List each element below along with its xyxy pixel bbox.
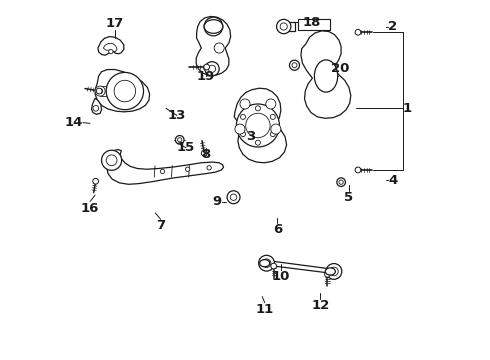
Text: 4: 4 (389, 174, 398, 186)
Text: 2: 2 (389, 20, 397, 33)
Circle shape (270, 114, 275, 120)
Circle shape (266, 99, 276, 109)
Polygon shape (98, 37, 124, 55)
Text: 9: 9 (213, 195, 221, 208)
Text: 17: 17 (106, 17, 124, 30)
Text: 19: 19 (196, 69, 215, 82)
Circle shape (276, 19, 291, 34)
Circle shape (236, 104, 279, 147)
Circle shape (175, 135, 184, 144)
Polygon shape (234, 88, 287, 163)
Ellipse shape (204, 20, 223, 33)
Circle shape (230, 194, 237, 201)
Polygon shape (103, 43, 117, 51)
Text: 11: 11 (256, 303, 274, 316)
Polygon shape (196, 17, 231, 75)
Circle shape (97, 88, 102, 94)
Circle shape (208, 65, 216, 72)
Text: 13: 13 (168, 109, 186, 122)
Circle shape (227, 191, 240, 204)
Text: 6: 6 (272, 223, 282, 236)
Polygon shape (107, 149, 223, 184)
Circle shape (240, 99, 250, 109)
Circle shape (262, 259, 271, 267)
Circle shape (259, 255, 274, 271)
Circle shape (106, 155, 117, 166)
Circle shape (214, 43, 224, 53)
Circle shape (235, 124, 245, 134)
Circle shape (271, 263, 276, 269)
Circle shape (205, 62, 219, 76)
Circle shape (241, 114, 245, 120)
Circle shape (261, 132, 270, 140)
Text: 12: 12 (311, 299, 329, 312)
Ellipse shape (260, 260, 270, 267)
Text: 20: 20 (331, 62, 349, 75)
Circle shape (263, 134, 267, 138)
Text: 7: 7 (156, 220, 165, 233)
Circle shape (292, 63, 297, 68)
Circle shape (330, 267, 338, 276)
Text: 10: 10 (271, 270, 290, 283)
Text: 16: 16 (81, 202, 99, 215)
Polygon shape (279, 22, 295, 31)
Circle shape (98, 89, 102, 94)
Circle shape (280, 23, 287, 30)
Polygon shape (92, 98, 101, 114)
Circle shape (204, 64, 210, 70)
Circle shape (339, 180, 343, 184)
Circle shape (255, 106, 260, 111)
Ellipse shape (325, 268, 335, 275)
Circle shape (101, 150, 122, 170)
Polygon shape (301, 31, 351, 118)
Circle shape (208, 22, 219, 32)
Circle shape (109, 49, 113, 54)
Circle shape (186, 167, 190, 171)
Circle shape (204, 17, 223, 36)
Ellipse shape (315, 60, 338, 92)
Circle shape (241, 132, 245, 136)
Circle shape (106, 72, 144, 110)
Circle shape (93, 179, 98, 184)
Circle shape (271, 124, 281, 134)
Circle shape (255, 140, 260, 145)
Circle shape (95, 86, 105, 96)
Text: 18: 18 (302, 16, 321, 29)
Circle shape (245, 113, 270, 138)
Text: 14: 14 (65, 116, 83, 129)
Text: 15: 15 (177, 141, 195, 154)
Circle shape (290, 60, 299, 70)
Circle shape (207, 166, 211, 170)
Circle shape (201, 150, 207, 156)
Text: 3: 3 (246, 130, 256, 144)
Text: 5: 5 (344, 191, 354, 204)
Circle shape (93, 105, 98, 111)
Circle shape (355, 167, 361, 173)
Circle shape (324, 271, 330, 277)
Text: 1: 1 (403, 102, 412, 115)
Circle shape (326, 264, 342, 279)
Circle shape (160, 169, 165, 174)
Circle shape (177, 138, 182, 142)
Bar (298, 19, 330, 30)
Circle shape (114, 80, 136, 102)
Circle shape (270, 132, 275, 136)
Text: 8: 8 (201, 148, 210, 161)
Circle shape (337, 178, 345, 186)
Polygon shape (95, 69, 149, 112)
Circle shape (355, 30, 361, 35)
